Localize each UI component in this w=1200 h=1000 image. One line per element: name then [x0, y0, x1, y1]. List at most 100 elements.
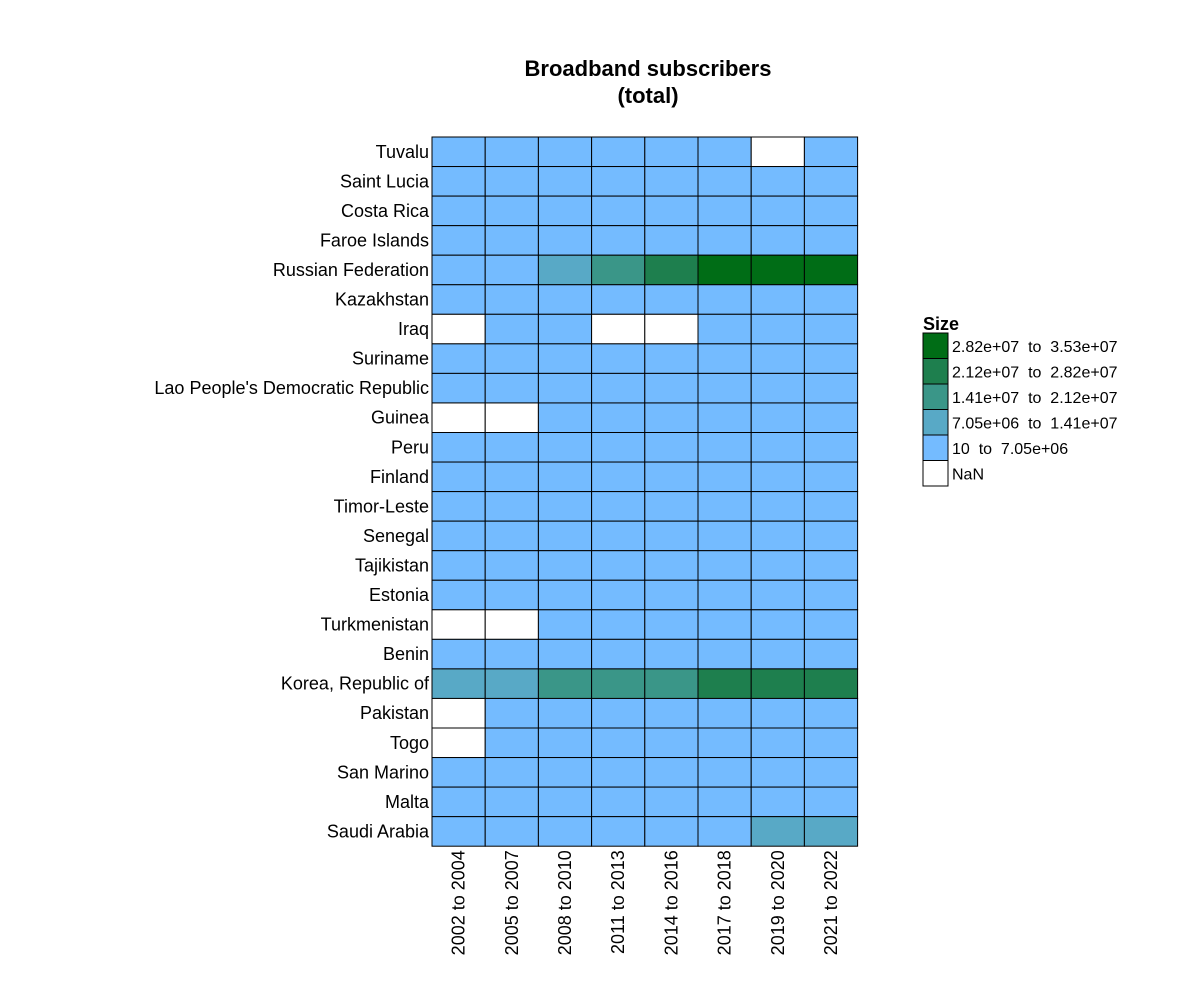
heatmap-cell [431, 550, 486, 581]
heatmap-cell [644, 816, 699, 847]
heatmap-cell [591, 372, 646, 404]
heatmap-cell [803, 727, 859, 759]
row-label: Russian Federation [273, 260, 429, 280]
heatmap-cell [431, 225, 486, 256]
heatmap-cell [591, 195, 646, 227]
heatmap-cell [591, 609, 646, 640]
heatmap-cell [803, 136, 859, 168]
heatmap-cell [431, 816, 486, 847]
heatmap-cell [697, 668, 752, 699]
heatmap-cell [750, 195, 805, 227]
column-label: 2021 to 2022 [821, 850, 841, 955]
heatmap-cell [803, 195, 859, 227]
heatmap-cell [697, 195, 752, 227]
heatmap-cell [750, 727, 805, 759]
heatmap-cell [803, 520, 859, 552]
heatmap-cell [591, 786, 646, 818]
heatmap-cell [697, 166, 752, 197]
heatmap-cell [803, 491, 859, 522]
heatmap-cell [484, 284, 539, 315]
heatmap-cell [644, 520, 699, 552]
heatmap-cell [537, 816, 593, 847]
chart-title: Broadband subscribers [525, 56, 772, 81]
heatmap-cell [431, 579, 486, 611]
legend-title: Size [923, 314, 959, 334]
row-label: Finland [370, 467, 429, 487]
heatmap-cell [591, 284, 646, 315]
heatmap-cell [697, 254, 752, 286]
heatmap-cell [644, 225, 699, 256]
heatmap-cell [484, 520, 539, 552]
heatmap-cell [697, 786, 752, 818]
heatmap-cell [697, 432, 752, 463]
row-label: Faroe Islands [320, 230, 429, 250]
heatmap-cell [750, 579, 805, 611]
heatmap-cell [697, 136, 752, 168]
heatmap-cell [803, 609, 859, 640]
heatmap-cell [750, 609, 805, 640]
column-label: 2014 to 2016 [661, 850, 681, 955]
column-label: 2019 to 2020 [768, 850, 788, 955]
column-labels: 2002 to 2004 2005 to 2007 2008 to 2010 2011… [449, 850, 841, 955]
heatmap-cell [431, 136, 486, 168]
heatmap-cell [750, 816, 805, 847]
heatmap-cell [644, 372, 699, 404]
column-label: 2008 to 2010 [555, 850, 575, 955]
heatmap-cell [644, 402, 699, 434]
row-label: Malta [385, 792, 430, 812]
row-label: Estonia [369, 585, 430, 605]
heatmap-cell [484, 254, 539, 286]
legend-swatch [922, 434, 949, 461]
heatmap-cell [591, 697, 646, 729]
heatmap-cell [484, 491, 539, 522]
heatmap-cell [750, 668, 805, 699]
heatmap-cell [537, 668, 593, 699]
row-label: Benin [383, 644, 429, 664]
heatmap-cell [484, 697, 539, 729]
legend-swatch [922, 460, 949, 487]
heatmap-cell [431, 757, 486, 788]
heatmap-cell [644, 609, 699, 640]
heatmap-cell [697, 313, 752, 345]
heatmap-cell [431, 166, 486, 197]
heatmap-cell [537, 225, 593, 256]
heatmap-cell [431, 372, 486, 404]
legend-label: 1.41e+07 to 2.12e+07 [952, 390, 1118, 407]
row-label: Togo [390, 733, 429, 753]
heatmap-cell [431, 727, 486, 759]
heatmap-cell [697, 225, 752, 256]
legend-swatch [922, 332, 949, 359]
chart-subtitle: (total) [617, 83, 678, 108]
heatmap-cell [537, 166, 593, 197]
heatmap-cell [431, 668, 486, 699]
legend-swatch [922, 409, 949, 436]
heatmap-cell [484, 166, 539, 197]
heatmap-cell [484, 372, 539, 404]
row-label: Turkmenistan [321, 615, 429, 635]
heatmap-cell [537, 520, 593, 552]
row-label: Kazakhstan [335, 290, 429, 310]
heatmap-cell [697, 816, 752, 847]
heatmap-cell [484, 609, 539, 640]
heatmap-cell [644, 697, 699, 729]
heatmap-cell [484, 136, 539, 168]
heatmap-cell [750, 520, 805, 552]
heatmap-cell [803, 579, 859, 611]
heatmap-cell [803, 550, 859, 581]
heatmap-cell [484, 461, 539, 493]
heatmap-cell [644, 638, 699, 670]
heatmap-cell [803, 313, 859, 345]
heatmap-cells [431, 136, 859, 847]
heatmap-cell [591, 757, 646, 788]
row-label: Suriname [352, 349, 429, 369]
column-label: 2011 to 2013 [608, 850, 628, 954]
heatmap-cell [484, 786, 539, 818]
heatmap-cell [697, 491, 752, 522]
legend-label: 7.05e+06 to 1.41e+07 [952, 415, 1118, 432]
heatmap-cell [750, 136, 805, 168]
heatmap-cell [431, 254, 486, 286]
heatmap-cell [644, 136, 699, 168]
heatmap-cell [697, 343, 752, 374]
row-labels: Tuvalu Saint Lucia Costa Rica Faroe Islands… [154, 142, 430, 842]
column-label: 2017 to 2018 [715, 850, 735, 955]
